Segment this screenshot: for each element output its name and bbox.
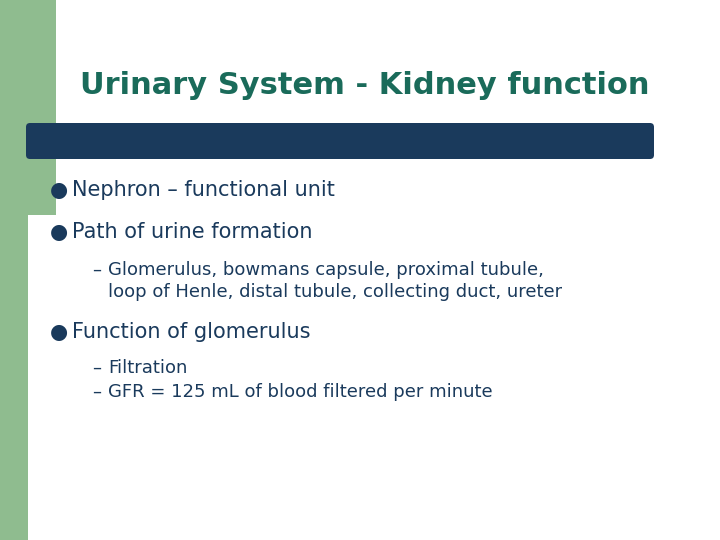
Text: ●: ● [50,180,68,200]
Bar [0,0,210,215]
Text: Filtration: Filtration [108,359,187,377]
Text: –: – [92,261,101,279]
Text: ●: ● [50,222,68,242]
Text: Urinary System - Kidney function: Urinary System - Kidney function [80,71,649,99]
Text: Glomerulus, bowmans capsule, proximal tubule,: Glomerulus, bowmans capsule, proximal tu… [108,261,544,279]
Text: Function of glomerulus: Function of glomerulus [72,322,310,342]
Text: ●: ● [50,322,68,342]
Text: Path of urine formation: Path of urine formation [72,222,312,242]
Text: Nephron – functional unit: Nephron – functional unit [72,180,335,200]
Text: –: – [92,383,101,401]
Text: GFR = 125 mL of blood filtered per minute: GFR = 125 mL of blood filtered per minut… [108,383,492,401]
Bar [0,215,28,540]
Text: loop of Henle, distal tubule, collecting duct, ureter: loop of Henle, distal tubule, collecting… [108,283,562,301]
Text: –: – [92,359,101,377]
FancyBboxPatch shape [56,0,720,407]
FancyBboxPatch shape [26,123,654,159]
